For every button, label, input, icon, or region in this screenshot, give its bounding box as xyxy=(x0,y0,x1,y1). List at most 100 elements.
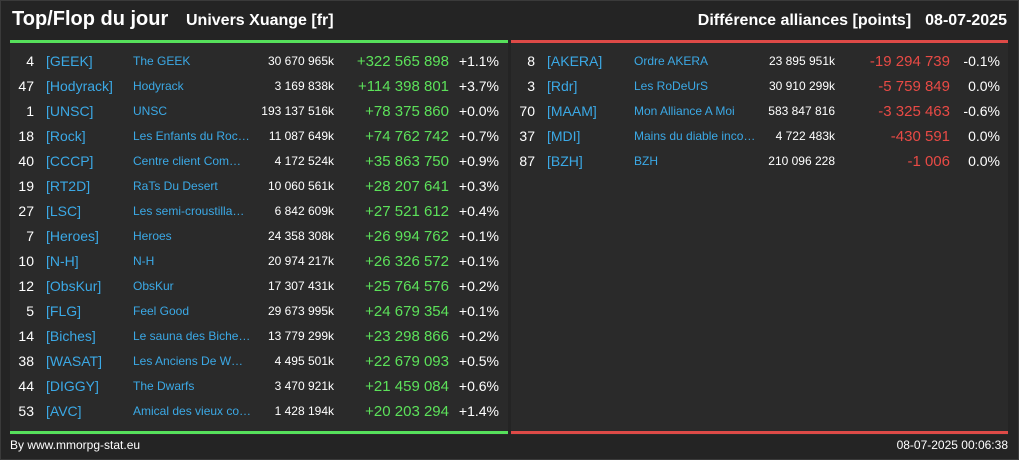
alliance-name[interactable]: Amical des vieux co… xyxy=(133,404,252,418)
alliance-diff: +24 679 354 xyxy=(365,303,449,320)
universe-label: Univers Xuange [fr] xyxy=(186,12,334,29)
alliance-tag[interactable]: [ObsKur] xyxy=(46,278,102,294)
alliance-name[interactable]: Centre client Com… xyxy=(133,154,242,168)
alliance-rank: 47 xyxy=(18,78,34,94)
alliance-rank: 7 xyxy=(26,228,34,244)
alliance-rank: 12 xyxy=(18,278,34,294)
alliance-pct: +0.7% xyxy=(458,128,499,144)
alliance-points: 583 847 816 xyxy=(768,104,835,118)
alliance-tag[interactable]: [AVC] xyxy=(46,403,82,419)
alliance-name[interactable]: ObsKur xyxy=(133,279,174,293)
alliance-name[interactable]: Le sauna des Biche… xyxy=(133,329,251,343)
alliance-tag[interactable]: [DIGGY] xyxy=(46,378,99,394)
alliance-points: 1 428 194k xyxy=(274,404,334,418)
alliance-points: 29 673 995k xyxy=(267,304,334,318)
alliance-rank: 53 xyxy=(18,403,34,419)
alliance-name[interactable]: Les Anciens De W… xyxy=(133,354,244,368)
alliance-rank: 5 xyxy=(26,303,34,319)
alliance-diff: -19 294 739 xyxy=(869,53,950,70)
alliance-tag[interactable]: [CCCP] xyxy=(46,153,94,169)
alliance-rank: 44 xyxy=(18,378,34,394)
alliance-name[interactable]: Les semi-croustilla… xyxy=(133,204,245,218)
alliance-tag[interactable]: [Rdr] xyxy=(547,78,578,94)
alliance-pct: +0.2% xyxy=(458,278,499,294)
alliance-name[interactable]: Mains du diable inco… xyxy=(634,129,756,143)
alliance-points: 3 470 921k xyxy=(274,379,334,393)
alliance-points: 6 842 609k xyxy=(274,204,334,218)
source-credit: By www.mmorpg-stat.eu xyxy=(10,438,141,452)
alliance-diff: +35 863 750 xyxy=(365,153,449,170)
alliance-name[interactable]: Ordre AKERA xyxy=(634,54,709,68)
alliance-pct: 0.0% xyxy=(968,153,1000,169)
top-row: 10 [N-H] N-H 20 974 217k +26 326 572 +0.1% xyxy=(10,249,508,274)
alliance-diff: +20 203 294 xyxy=(365,403,449,420)
alliance-pct: +1.4% xyxy=(458,403,499,419)
alliance-diff: +22 679 093 xyxy=(365,353,449,370)
alliance-name[interactable]: N-H xyxy=(133,254,155,268)
flop-row: 8 [AKERA] Ordre AKERA 23 895 951k -19 294 73… xyxy=(511,49,1008,74)
alliance-tag[interactable]: [Hodyrack] xyxy=(46,78,113,94)
alliance-points: 193 137 516k xyxy=(261,104,334,118)
alliance-name[interactable]: BZH xyxy=(634,154,658,168)
alliance-diff: +114 398 801 xyxy=(357,78,449,95)
alliance-points: 30 670 965k xyxy=(267,54,334,68)
alliance-pct: +0.1% xyxy=(458,253,499,269)
metric-label: Différence alliances [points] xyxy=(697,12,912,29)
top-row: 47 [Hodyrack] Hodyrack 3 169 838k +114 398 8… xyxy=(10,74,508,99)
alliance-points: 13 779 299k xyxy=(267,329,334,343)
alliance-rank: 18 xyxy=(18,128,34,144)
alliance-points: 10 060 561k xyxy=(267,179,334,193)
alliance-pct: +1.1% xyxy=(458,53,499,69)
top-row: 1 [UNSC] UNSC 193 137 516k +78 375 860 +0.0% xyxy=(10,99,508,124)
alliance-tag[interactable]: [Rock] xyxy=(46,128,86,144)
alliance-name[interactable]: UNSC xyxy=(133,104,168,118)
alliance-diff: +28 207 641 xyxy=(365,178,449,195)
alliance-tag[interactable]: [N-H] xyxy=(46,253,79,269)
alliance-tag[interactable]: [Biches] xyxy=(46,328,96,344)
alliance-diff: -1 006 xyxy=(907,153,950,170)
alliance-pct: +0.1% xyxy=(458,228,499,244)
alliance-name[interactable]: The Dwarfs xyxy=(133,379,195,393)
alliance-rank: 14 xyxy=(18,328,34,344)
footer-timestamp: 08-07-2025 00:06:38 xyxy=(896,438,1008,452)
alliance-tag[interactable]: [FLG] xyxy=(46,303,82,319)
alliance-name[interactable]: The GEEK xyxy=(133,54,191,68)
alliance-tag[interactable]: [BZH] xyxy=(547,153,583,169)
alliance-name[interactable]: Hodyrack xyxy=(133,79,184,93)
alliance-tag[interactable]: [AKERA] xyxy=(547,53,603,69)
alliance-diff: +23 298 866 xyxy=(365,328,449,345)
top-row: 7 [Heroes] Heroes 24 358 308k +26 994 762 +0.… xyxy=(10,224,508,249)
alliance-tag[interactable]: [RT2D] xyxy=(46,178,91,194)
top-row: 19 [RT2D] RaTs Du Desert 10 060 561k +28 207… xyxy=(10,174,508,199)
alliance-pct: +0.5% xyxy=(458,353,499,369)
alliance-diff: +26 326 572 xyxy=(365,253,449,270)
alliance-name[interactable]: Les Enfants du Roc… xyxy=(133,129,250,143)
alliance-rank: 37 xyxy=(519,128,535,144)
alliance-points: 20 974 217k xyxy=(267,254,334,268)
alliance-diff: +322 565 898 xyxy=(356,53,449,70)
alliance-diff: -430 591 xyxy=(890,128,950,145)
flop-row: 87 [BZH] BZH 210 096 228 -1 006 0.0% xyxy=(511,149,1008,174)
alliance-name[interactable]: RaTs Du Desert xyxy=(133,179,218,193)
top-row: 53 [AVC] Amical des vieux co… 1 428 194k +20… xyxy=(10,399,508,424)
alliance-points: 4 172 524k xyxy=(274,154,334,168)
alliance-name[interactable]: Feel Good xyxy=(133,304,190,318)
alliance-pct: +3.7% xyxy=(458,78,499,94)
alliance-tag[interactable]: [UNSC] xyxy=(46,103,94,119)
alliance-tag[interactable]: [LSC] xyxy=(46,203,82,219)
alliance-name[interactable]: Mon Alliance A Moi xyxy=(634,104,735,118)
alliance-pct: +0.3% xyxy=(458,178,499,194)
alliance-tag[interactable]: [MAAM] xyxy=(547,103,597,119)
alliance-name[interactable]: Heroes xyxy=(133,229,172,243)
top-row: 44 [DIGGY] The Dwarfs 3 470 921k +21 459 084… xyxy=(10,374,508,399)
alliance-tag[interactable]: [Heroes] xyxy=(46,228,99,244)
alliance-name[interactable]: Les RoDeUrS xyxy=(634,79,709,93)
alliance-pct: +0.9% xyxy=(458,153,499,169)
top-row: 4 [GEEK] The GEEK 30 670 965k +322 565 898 +1… xyxy=(10,49,508,74)
alliance-pct: +0.6% xyxy=(458,378,499,394)
alliance-pct: -0.1% xyxy=(963,53,1000,69)
alliance-tag[interactable]: [WASAT] xyxy=(46,353,102,369)
alliance-points: 24 358 308k xyxy=(267,229,334,243)
alliance-tag[interactable]: [GEEK] xyxy=(46,53,93,69)
alliance-tag[interactable]: [MDI] xyxy=(547,128,581,144)
